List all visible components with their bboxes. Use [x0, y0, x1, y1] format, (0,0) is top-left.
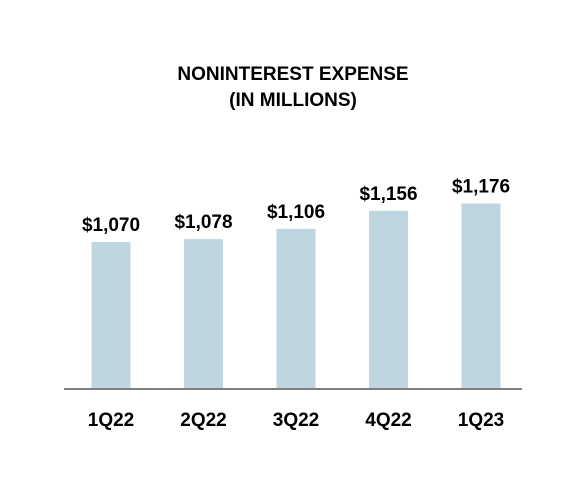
- data-label-3q22: $1,106: [267, 202, 325, 223]
- bar-1q23: [461, 203, 501, 389]
- x-axis-tick-labels: 1Q22 2Q22 3Q22 4Q22 1Q23: [88, 410, 504, 431]
- data-label-4q22: $1,156: [359, 184, 417, 205]
- chart-title-line-1: NONINTEREST EXPENSE: [177, 64, 408, 85]
- bar-2q22: [184, 239, 223, 389]
- x-tick-label-3q22: 3Q22: [273, 410, 319, 431]
- x-tick-label-1q22: 1Q22: [88, 410, 134, 431]
- x-tick-label-2q22: 2Q22: [180, 410, 226, 431]
- bar-series: [91, 203, 501, 389]
- data-label-2q22: $1,078: [174, 212, 232, 233]
- bar-3q22: [276, 228, 316, 389]
- bar-4q22: [369, 210, 408, 389]
- data-labels: $1,070 $1,078 $1,106 $1,156 $1,176: [82, 177, 510, 237]
- x-tick-label-1q23: 1Q23: [458, 410, 504, 431]
- data-label-1q23: $1,176: [452, 177, 510, 198]
- bar-1q22: [91, 242, 131, 389]
- data-label-1q22: $1,070: [82, 215, 140, 236]
- x-tick-label-4q22: 4Q22: [365, 410, 411, 431]
- chart-title-line-2: (IN MILLIONS): [229, 90, 357, 111]
